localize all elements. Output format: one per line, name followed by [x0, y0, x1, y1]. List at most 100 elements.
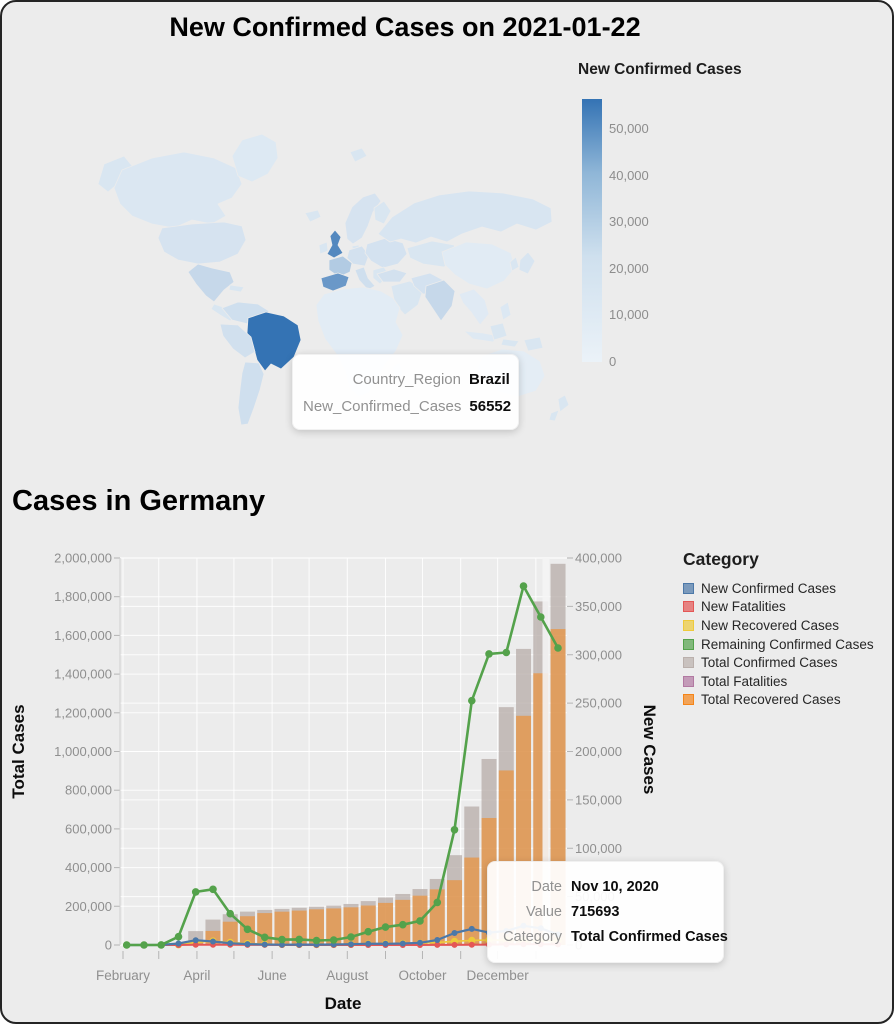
point-remaining-confirmed-cases[interactable]: [347, 933, 355, 941]
point-remaining-confirmed-cases[interactable]: [554, 644, 562, 652]
bar-total-recovered-cases[interactable]: [429, 889, 445, 945]
point-remaining-confirmed-cases[interactable]: [260, 933, 269, 942]
point-remaining-confirmed-cases[interactable]: [399, 920, 407, 929]
point-new-confirmed-cases[interactable]: [382, 940, 389, 947]
point-remaining-confirmed-cases[interactable]: [381, 923, 390, 931]
point-remaining-confirmed-cases[interactable]: [468, 696, 476, 705]
point-remaining-confirmed-cases[interactable]: [502, 648, 511, 657]
point-remaining-confirmed-cases[interactable]: [485, 650, 493, 658]
bar-total-recovered-cases[interactable]: [326, 908, 342, 945]
country-france[interactable]: [328, 255, 353, 278]
country-greenland[interactable]: [231, 133, 279, 183]
map-legend-title: New Confirmed Cases: [578, 61, 742, 78]
point-remaining-confirmed-cases[interactable]: [157, 941, 165, 949]
country-papua[interactable]: [523, 336, 544, 352]
country-united-kingdom[interactable]: [326, 229, 344, 259]
point-new-confirmed-cases[interactable]: [244, 941, 251, 948]
point-remaining-confirmed-cases[interactable]: [537, 613, 545, 621]
country-argentina[interactable]: [237, 361, 265, 426]
country-korea[interactable]: [509, 256, 520, 272]
country-china[interactable]: [441, 241, 516, 290]
point-new-confirmed-cases[interactable]: [261, 941, 268, 948]
point-new-fatalities[interactable]: [192, 941, 199, 948]
tooltip-value: 715693: [571, 904, 620, 920]
legend-swatch: [683, 638, 694, 650]
point-remaining-confirmed-cases[interactable]: [416, 917, 424, 925]
country-peru[interactable]: [219, 323, 256, 359]
point-remaining-confirmed-cases[interactable]: [329, 936, 338, 944]
country-iceland[interactable]: [304, 209, 322, 223]
country-mexico[interactable]: [187, 263, 235, 303]
bar-total-recovered-cases[interactable]: [308, 909, 324, 945]
country-central-europe[interactable]: [346, 245, 370, 267]
legend-label: New Confirmed Cases: [701, 580, 837, 596]
x-axis-tick-label: June: [257, 968, 286, 983]
country-finland[interactable]: [373, 200, 392, 225]
point-new-recovered-cases[interactable]: [468, 936, 476, 944]
country-spain[interactable]: [320, 272, 350, 292]
point-remaining-confirmed-cases[interactable]: [243, 925, 252, 934]
point-remaining-confirmed-cases[interactable]: [191, 888, 200, 896]
point-new-confirmed-cases[interactable]: [296, 941, 303, 948]
country-japan[interactable]: [518, 251, 536, 275]
point-new-confirmed-cases[interactable]: [399, 940, 406, 947]
point-new-confirmed-cases[interactable]: [434, 937, 441, 943]
point-new-confirmed-cases[interactable]: [365, 940, 372, 947]
point-remaining-confirmed-cases[interactable]: [278, 935, 286, 944]
country-svalbard[interactable]: [349, 147, 368, 163]
point-new-confirmed-cases[interactable]: [468, 925, 475, 932]
country-canada[interactable]: [113, 151, 243, 229]
country-ireland[interactable]: [318, 241, 329, 255]
y-right-tick-label: 300,000: [575, 647, 622, 662]
point-remaining-confirmed-cases[interactable]: [519, 582, 528, 590]
bar-total-recovered-cases[interactable]: [447, 880, 463, 945]
point-new-confirmed-cases[interactable]: [227, 940, 234, 947]
tooltip-key: Category: [503, 929, 562, 945]
point-new-confirmed-cases[interactable]: [348, 941, 354, 948]
point-remaining-confirmed-cases[interactable]: [433, 898, 442, 907]
point-remaining-confirmed-cases[interactable]: [450, 826, 459, 834]
point-new-confirmed-cases[interactable]: [210, 938, 216, 945]
bar-total-recovered-cases[interactable]: [464, 857, 480, 945]
point-new-confirmed-cases[interactable]: [192, 937, 199, 944]
point-new-fatalities[interactable]: [451, 941, 458, 948]
y-right-tick-label: 400,000: [575, 551, 622, 566]
country-east-europe[interactable]: [364, 237, 408, 269]
bar-total-recovered-cases[interactable]: [222, 921, 238, 945]
point-remaining-confirmed-cases[interactable]: [295, 935, 304, 944]
y-right-tick-label: 100,000: [575, 841, 622, 856]
germany-tooltip: Date Nov 10, 2020 Value 715693 Category …: [487, 861, 728, 963]
y-left-tick-label: 1,200,000: [54, 705, 112, 720]
point-new-fatalities[interactable]: [434, 941, 441, 948]
country-russia[interactable]: [377, 190, 553, 244]
map-legend-tick-label: 20,000: [609, 260, 649, 276]
point-remaining-confirmed-cases[interactable]: [174, 932, 183, 941]
bar-total-recovered-cases[interactable]: [291, 910, 307, 945]
point-new-confirmed-cases[interactable]: [451, 930, 458, 936]
bar-total-recovered-cases[interactable]: [274, 911, 290, 945]
country-philippines[interactable]: [499, 301, 512, 321]
point-remaining-confirmed-cases[interactable]: [364, 927, 373, 936]
country-italy[interactable]: [354, 266, 376, 291]
country-borneo[interactable]: [489, 322, 508, 341]
point-remaining-confirmed-cases[interactable]: [312, 936, 321, 945]
country-india[interactable]: [424, 279, 456, 322]
country-usa[interactable]: [157, 221, 247, 265]
point-new-confirmed-cases[interactable]: [417, 939, 423, 946]
point-new-fatalities[interactable]: [468, 941, 475, 948]
country-turkey[interactable]: [376, 268, 408, 283]
country-cuba[interactable]: [228, 284, 245, 293]
point-remaining-confirmed-cases[interactable]: [209, 885, 217, 894]
bar-total-recovered-cases[interactable]: [360, 905, 376, 945]
point-remaining-confirmed-cases[interactable]: [122, 941, 131, 949]
legend-swatch: [683, 619, 694, 631]
country-new-zealand[interactable]: [548, 394, 570, 422]
point-remaining-confirmed-cases[interactable]: [226, 909, 234, 918]
country-se-asia[interactable]: [458, 288, 490, 326]
y-left-tick-label: 1,600,000: [54, 628, 112, 643]
country-indonesia-east[interactable]: [500, 338, 520, 348]
point-remaining-confirmed-cases[interactable]: [140, 941, 148, 949]
country-scandinavia[interactable]: [344, 192, 382, 245]
point-new-confirmed-cases[interactable]: [175, 940, 182, 947]
point-new-confirmed-cases[interactable]: [279, 941, 285, 948]
